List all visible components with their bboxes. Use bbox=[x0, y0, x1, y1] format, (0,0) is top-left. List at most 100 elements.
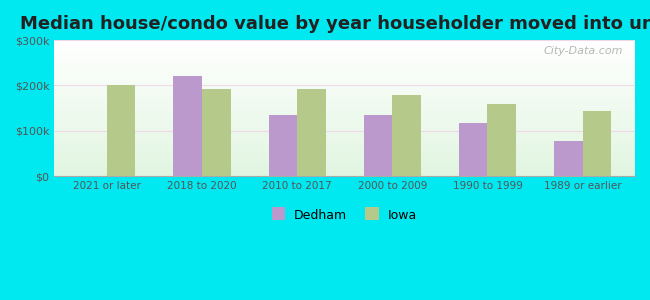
Bar bbox=[55, 115, 635, 116]
Bar bbox=[55, 93, 635, 94]
Bar bbox=[55, 89, 635, 90]
Bar bbox=[488, 103, 516, 176]
Bar bbox=[55, 110, 635, 111]
Bar bbox=[202, 89, 231, 176]
Bar bbox=[55, 56, 635, 57]
Bar bbox=[55, 44, 635, 45]
Bar bbox=[55, 87, 635, 88]
Bar bbox=[55, 54, 635, 55]
Bar bbox=[582, 111, 611, 176]
Bar bbox=[55, 97, 635, 98]
Bar bbox=[55, 58, 635, 59]
Bar bbox=[55, 49, 635, 50]
Bar bbox=[55, 41, 635, 42]
Bar bbox=[55, 169, 635, 170]
Bar bbox=[55, 57, 635, 58]
Bar bbox=[55, 114, 635, 115]
Bar bbox=[55, 167, 635, 168]
Bar bbox=[55, 95, 635, 96]
Legend: Dedham, Iowa: Dedham, Iowa bbox=[268, 204, 422, 227]
Bar bbox=[55, 66, 635, 67]
Bar bbox=[55, 81, 635, 82]
Bar bbox=[55, 88, 635, 89]
Bar bbox=[55, 90, 635, 91]
Bar bbox=[55, 102, 635, 103]
Bar bbox=[55, 172, 635, 173]
Text: City-Data.com: City-Data.com bbox=[544, 46, 623, 56]
Bar bbox=[55, 67, 635, 68]
Bar bbox=[55, 98, 635, 99]
Bar bbox=[55, 72, 635, 73]
Bar bbox=[459, 123, 488, 176]
Bar bbox=[55, 68, 635, 69]
Bar bbox=[55, 78, 635, 79]
Bar bbox=[55, 158, 635, 159]
Bar bbox=[55, 149, 635, 150]
Bar bbox=[55, 85, 635, 86]
Bar bbox=[55, 166, 635, 167]
Bar bbox=[55, 79, 635, 80]
Bar bbox=[55, 156, 635, 157]
Bar bbox=[55, 138, 635, 139]
Bar bbox=[55, 116, 635, 117]
Bar bbox=[55, 139, 635, 140]
Bar bbox=[55, 96, 635, 97]
Bar bbox=[55, 155, 635, 156]
Bar bbox=[55, 111, 635, 112]
Bar bbox=[55, 64, 635, 65]
Bar bbox=[55, 101, 635, 102]
Bar bbox=[55, 82, 635, 83]
Bar bbox=[55, 128, 635, 129]
Bar bbox=[55, 122, 635, 123]
Bar bbox=[55, 130, 635, 131]
Bar bbox=[55, 118, 635, 119]
Bar bbox=[55, 46, 635, 47]
Bar bbox=[55, 77, 635, 78]
Bar bbox=[55, 150, 635, 151]
Bar bbox=[107, 85, 135, 176]
Bar bbox=[55, 104, 635, 105]
Bar bbox=[55, 165, 635, 166]
Bar bbox=[55, 164, 635, 165]
Bar bbox=[364, 115, 393, 176]
Bar bbox=[55, 45, 635, 46]
Bar bbox=[55, 55, 635, 56]
Bar bbox=[55, 108, 635, 109]
Bar bbox=[55, 50, 635, 51]
Bar bbox=[55, 151, 635, 152]
Bar bbox=[55, 170, 635, 171]
Bar bbox=[55, 154, 635, 155]
Bar bbox=[55, 99, 635, 100]
Bar bbox=[297, 89, 326, 176]
Bar bbox=[55, 136, 635, 137]
Bar bbox=[55, 107, 635, 108]
Bar bbox=[55, 171, 635, 172]
Bar bbox=[55, 119, 635, 120]
Bar bbox=[55, 137, 635, 138]
Bar bbox=[55, 145, 635, 146]
Bar bbox=[55, 118, 635, 119]
Bar bbox=[55, 69, 635, 70]
Bar bbox=[55, 123, 635, 124]
Bar bbox=[55, 126, 635, 127]
Bar bbox=[55, 147, 635, 148]
Bar bbox=[55, 75, 635, 76]
Bar bbox=[55, 173, 635, 174]
Bar bbox=[55, 53, 635, 54]
Bar bbox=[55, 52, 635, 53]
Bar bbox=[55, 105, 635, 106]
Bar bbox=[268, 115, 297, 176]
Bar bbox=[55, 113, 635, 114]
Bar bbox=[55, 106, 635, 107]
Bar bbox=[55, 142, 635, 143]
Bar bbox=[55, 59, 635, 60]
Bar bbox=[55, 47, 635, 48]
Title: Median house/condo value by year householder moved into unit: Median house/condo value by year househo… bbox=[20, 15, 650, 33]
Bar bbox=[55, 162, 635, 163]
Bar bbox=[55, 100, 635, 101]
Bar bbox=[55, 80, 635, 81]
Bar bbox=[55, 133, 635, 134]
Bar bbox=[55, 124, 635, 125]
Bar bbox=[55, 160, 635, 161]
Bar bbox=[55, 135, 635, 136]
